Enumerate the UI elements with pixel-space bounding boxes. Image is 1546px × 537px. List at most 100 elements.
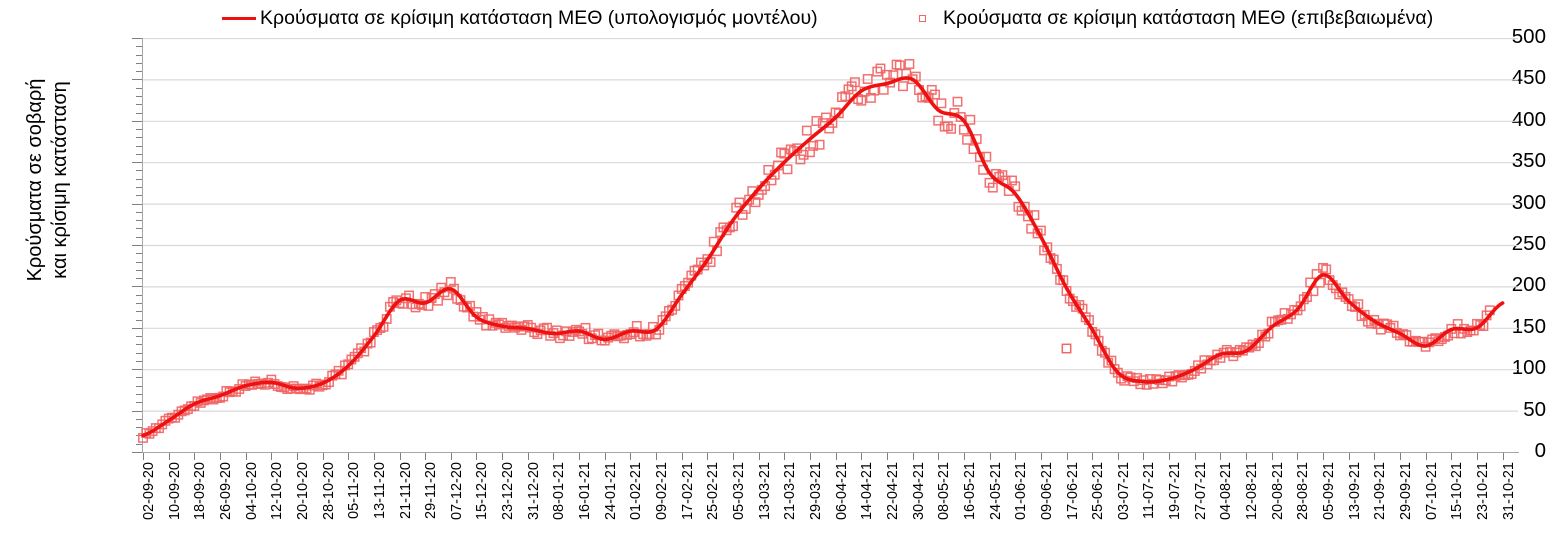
y-tick-minor (136, 145, 143, 147)
x-tick (630, 453, 632, 460)
y-tick-major (132, 245, 143, 246)
legend-item-confirmed[interactable]: Κρούσματα σε κρίσιμη κατάσταση ΜΕΘ (επιβ… (905, 4, 1433, 32)
x-tick-label: 03-07-21 (1115, 462, 1132, 521)
y-tick-major (132, 286, 143, 288)
x-tick (835, 453, 837, 460)
x-tick (1169, 453, 1171, 460)
x-tick (348, 453, 350, 460)
y-tick-minor (136, 153, 143, 155)
x-tick-label: 10-09-20 (166, 462, 183, 521)
x-tick (1040, 453, 1042, 460)
x-tick (450, 453, 452, 460)
x-tick-label: 07-12-20 (448, 462, 465, 521)
y-tick-minor (136, 443, 143, 445)
x-tick-label: 02-09-20 (141, 462, 157, 521)
y-tick-label: 300 (1511, 190, 1546, 214)
y-tick-label: 50 (1523, 397, 1546, 421)
x-tick (963, 453, 965, 460)
y-tick-minor (136, 402, 143, 404)
y-tick-label: 400 (1511, 107, 1546, 131)
y-axis-line (142, 38, 143, 453)
x-tick-label: 16-05-21 (961, 462, 978, 521)
y-tick-minor (136, 46, 143, 48)
x-tick (1092, 453, 1094, 460)
x-tick (1399, 453, 1401, 460)
x-tick (604, 453, 606, 460)
x-tick-label: 05-09-21 (1321, 462, 1338, 521)
x-tick-label: 26-09-20 (217, 462, 234, 521)
x-tick-label: 09-06-21 (1038, 462, 1055, 521)
y-tick-minor (136, 187, 143, 189)
x-tick (989, 453, 991, 460)
x-tick-label: 01-02-21 (628, 462, 645, 521)
y-tick-minor (136, 261, 143, 263)
x-tick (938, 453, 940, 460)
x-tick (1066, 453, 1068, 460)
x-tick-label: 15-10-21 (1449, 462, 1466, 521)
x-tick (553, 453, 555, 460)
y-tick-major (132, 120, 143, 122)
y-tick-minor (136, 344, 143, 346)
x-tick (758, 453, 760, 460)
y-tick-minor (136, 311, 143, 313)
y-tick-minor (136, 129, 143, 131)
y-tick-minor (136, 104, 143, 106)
y-tick-minor (136, 336, 143, 338)
y-tick-minor (136, 360, 143, 362)
x-tick (271, 453, 273, 460)
y-tick-minor (136, 253, 143, 255)
y-tick-label: 0 (1534, 439, 1546, 462)
y-tick-label: 200 (1511, 273, 1546, 297)
confirmed-markers (138, 59, 1495, 443)
plot-area (138, 38, 1518, 452)
y-axis-title: Κρούσματα σε σοβαρή και κρίσιμη κατάστασ… (22, 0, 74, 376)
y-tick-minor (136, 87, 143, 89)
x-tick (809, 453, 811, 460)
x-tick-label: 24-05-21 (987, 462, 1004, 521)
chart-legend: Κρούσματα σε κρίσιμη κατάσταση ΜΕΘ (υπολ… (0, 4, 1546, 32)
x-tick (373, 453, 375, 460)
y-tick-minor (136, 54, 143, 56)
x-tick-label: 22-04-21 (884, 462, 901, 521)
y-tick-minor (136, 71, 143, 73)
x-tick-label: 13-09-21 (1346, 462, 1363, 521)
x-tick (245, 453, 247, 460)
x-tick-label: 23-12-20 (500, 462, 517, 521)
x-tick-label: 25-06-21 (1090, 462, 1107, 521)
y-tick-label: 450 (1511, 66, 1546, 90)
x-tick (784, 453, 786, 460)
y-tick-major (132, 369, 143, 371)
x-tick-label: 12-10-20 (269, 462, 286, 521)
x-tick-label: 04-08-21 (1218, 462, 1235, 521)
x-tick (399, 453, 401, 460)
y-tick-major (132, 452, 143, 453)
x-tick-label: 08-01-21 (551, 462, 568, 521)
x-tick (296, 453, 298, 460)
legend-item-model[interactable]: Κρούσματα σε κρίσιμη κατάσταση ΜΕΘ (υπολ… (222, 4, 818, 32)
x-tick (1451, 453, 1453, 460)
x-tick (1194, 453, 1196, 460)
x-tick-label: 23-10-21 (1474, 462, 1491, 521)
x-tick (1323, 453, 1325, 460)
y-axis-title-line1: Κρούσματα σε σοβαρή (24, 78, 46, 282)
legend-square-marker-icon (905, 14, 939, 22)
x-tick-label: 21-11-20 (397, 462, 414, 519)
y-tick-minor (136, 278, 143, 280)
x-tick (194, 453, 196, 460)
x-tick-label: 08-05-21 (936, 462, 953, 521)
x-tick-label: 13-11-20 (371, 462, 388, 519)
legend-line-marker-icon (222, 16, 256, 20)
x-tick-label: 12-08-21 (1244, 462, 1261, 521)
y-tick-minor (136, 228, 143, 230)
x-tick-label: 14-04-21 (859, 462, 876, 521)
legend-label-confirmed: Κρούσματα σε κρίσιμη κατάσταση ΜΕΘ (επιβ… (943, 7, 1434, 29)
x-tick-label: 31-10-21 (1500, 462, 1517, 521)
x-tick-label: 16-01-21 (577, 462, 594, 521)
x-tick (502, 453, 504, 460)
x-tick-label: 05-03-21 (731, 462, 748, 521)
y-tick-label: 250 (1511, 232, 1546, 255)
x-tick (707, 453, 709, 460)
y-tick-minor (136, 294, 143, 296)
y-tick-major (132, 327, 143, 329)
x-tick-label: 29-03-21 (807, 462, 824, 521)
